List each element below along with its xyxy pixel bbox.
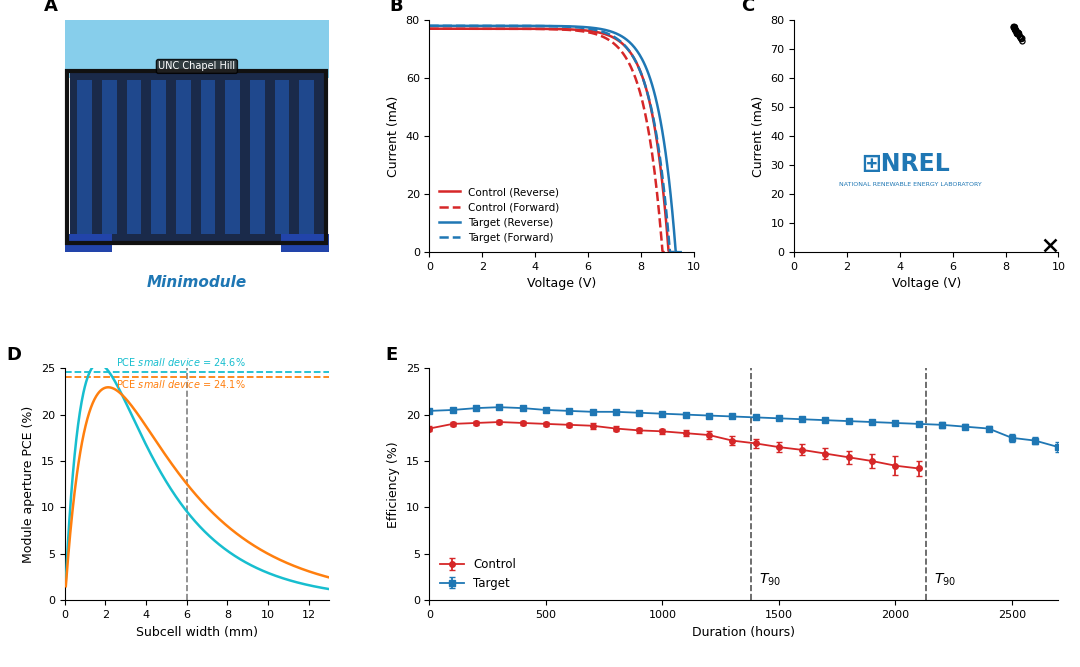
Bar [67, 71, 326, 243]
Text: NATIONAL RENEWABLE ENERGY LABORATORY: NATIONAL RENEWABLE ENERGY LABORATORY [839, 182, 982, 187]
Point [1011, 30, 1028, 41]
Point [1012, 32, 1029, 43]
Point [1005, 21, 1023, 32]
Y-axis label: Efficiency (%): Efficiency (%) [387, 441, 400, 528]
Point [1010, 27, 1027, 38]
Point [1009, 29, 1026, 39]
Point [1007, 23, 1024, 34]
Text: PCE $\it{small\ device}$ = 24.1%: PCE $\it{small\ device}$ = 24.1% [116, 378, 245, 390]
Point [1014, 33, 1031, 44]
Point [1008, 26, 1025, 37]
Bar [70, 73, 324, 241]
Point [1007, 24, 1024, 35]
Point [1008, 25, 1025, 36]
Text: E: E [386, 346, 397, 364]
Bar [201, 80, 215, 233]
Bar [151, 80, 166, 233]
Legend: Control (Reverse), Control (Forward), Target (Reverse), Target (Forward): Control (Reverse), Control (Forward), Ta… [434, 183, 564, 247]
Text: B: B [390, 0, 404, 15]
Point [1010, 28, 1027, 39]
Text: Minimodule: Minimodule [147, 275, 247, 290]
Text: UNC Chapel Hill: UNC Chapel Hill [159, 61, 235, 71]
Point [1014, 36, 1031, 47]
Text: $T_{90}$: $T_{90}$ [934, 572, 956, 588]
Y-axis label: Module aperture PCE (%): Module aperture PCE (%) [23, 406, 36, 563]
Bar [65, 20, 329, 78]
Bar [226, 80, 240, 233]
Bar [176, 80, 191, 233]
Point [1011, 28, 1028, 39]
Point [1009, 29, 1026, 39]
Bar [274, 80, 289, 233]
Text: A: A [43, 0, 57, 15]
Bar [299, 80, 314, 233]
X-axis label: Subcell width (mm): Subcell width (mm) [136, 626, 258, 638]
Point [1007, 25, 1024, 35]
Bar [251, 80, 265, 233]
X-axis label: Duration (hours): Duration (hours) [692, 626, 796, 638]
Point [1007, 23, 1024, 33]
Point [1013, 34, 1030, 45]
Bar [126, 80, 141, 233]
Y-axis label: Current (mA): Current (mA) [387, 95, 400, 177]
X-axis label: Voltage (V): Voltage (V) [527, 277, 596, 290]
Point [1008, 26, 1025, 37]
Point [1005, 22, 1023, 33]
Text: D: D [6, 346, 22, 364]
Point [1011, 29, 1028, 40]
Text: PCE $\it{small\ device}$ = 24.6%: PCE $\it{small\ device}$ = 24.6% [116, 356, 245, 368]
Bar [78, 80, 92, 233]
Point [1007, 22, 1024, 33]
Point [1009, 27, 1026, 38]
Point [1011, 32, 1028, 43]
Bar [65, 233, 112, 252]
Point [1009, 28, 1026, 39]
Point [1007, 25, 1024, 36]
Text: ⊞NREL: ⊞NREL [861, 152, 949, 176]
Point [1013, 33, 1030, 44]
Legend: Control, Target: Control, Target [435, 553, 521, 594]
Y-axis label: Current (mA): Current (mA) [752, 95, 765, 177]
Bar [282, 233, 329, 252]
Text: $T_{90}$: $T_{90}$ [759, 572, 781, 588]
Point [1010, 29, 1027, 39]
Bar [103, 80, 117, 233]
Point [1007, 24, 1024, 35]
Point [1005, 23, 1023, 33]
Text: C: C [741, 0, 755, 15]
Point [1012, 31, 1029, 42]
X-axis label: Voltage (V): Voltage (V) [892, 277, 961, 290]
